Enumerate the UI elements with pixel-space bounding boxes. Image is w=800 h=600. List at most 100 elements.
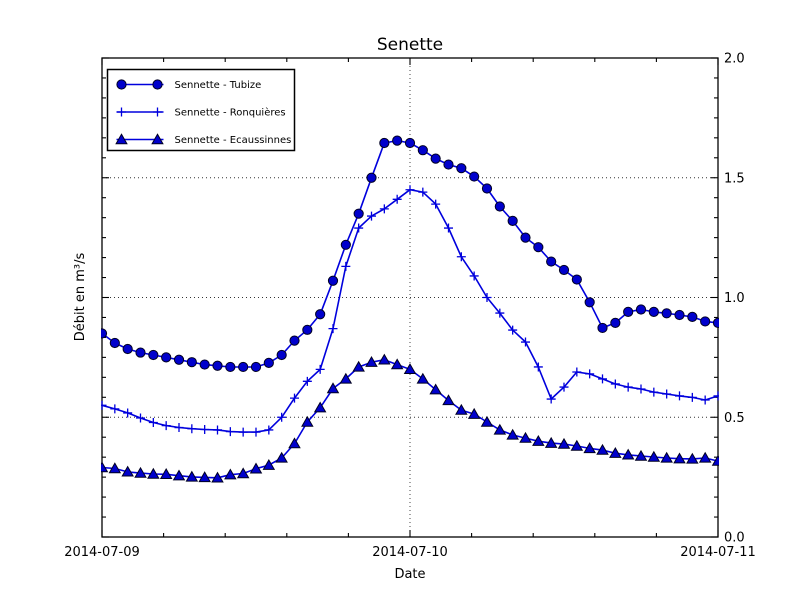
data-point-circle-marker — [353, 208, 364, 219]
data-point-circle-marker — [623, 306, 634, 317]
data-point-plus-marker — [572, 367, 582, 377]
data-point-triangle-marker — [172, 469, 186, 481]
data-point-circle-marker — [152, 79, 163, 90]
data-point-triangle-marker — [596, 443, 609, 455]
data-point-triangle-marker — [134, 466, 147, 478]
data-point-circle-marker — [610, 317, 621, 328]
data-point-circle-marker — [109, 337, 120, 349]
data-point-plus-marker — [290, 393, 299, 403]
data-point-triangle-marker — [236, 467, 250, 479]
data-point-triangle-marker — [211, 471, 224, 483]
gridlines — [102, 58, 718, 537]
data-point-plus-marker — [264, 425, 274, 435]
data-point-plus-marker — [610, 379, 620, 389]
data-point-circle-marker — [687, 311, 698, 322]
data-point-circle-marker — [481, 183, 493, 194]
data-point-triangle-marker — [101, 461, 109, 473]
data-point-triangle-marker — [519, 431, 532, 443]
data-point-plus-marker — [225, 427, 235, 437]
data-point-circle-marker — [469, 171, 480, 182]
data-point-circle-marker — [700, 316, 711, 327]
data-point-circle-marker — [315, 309, 326, 320]
data-point-circle-marker — [417, 145, 428, 156]
y-tick-label: 1.0 — [724, 291, 745, 306]
data-point-circle-marker — [212, 360, 223, 371]
data-point-circle-marker — [101, 328, 108, 339]
x-axis-label: Date — [394, 567, 425, 582]
data-point-plus-marker — [687, 392, 697, 402]
data-point-circle-marker — [199, 359, 210, 370]
data-point-plus-marker — [277, 412, 287, 422]
series-plus — [101, 185, 719, 437]
data-point-circle-marker — [122, 343, 133, 355]
data-point-plus-marker — [444, 223, 453, 233]
data-point-triangle-marker — [711, 454, 719, 466]
data-point-triangle-marker — [262, 458, 276, 470]
data-point-triangle-marker — [121, 465, 134, 477]
data-point-circle-marker — [116, 79, 127, 90]
data-point-plus-marker — [469, 271, 479, 281]
data-point-triangle-marker — [544, 436, 558, 448]
data-point-plus-marker — [533, 362, 543, 372]
data-point-triangle-marker — [275, 451, 288, 463]
y-tick-label: 0.0 — [724, 531, 745, 546]
data-point-triangle-marker — [698, 451, 712, 463]
data-point-plus-marker — [546, 394, 556, 404]
data-point-circle-marker — [558, 264, 570, 276]
series-triangle — [101, 353, 719, 483]
data-point-triangle-marker — [326, 382, 340, 394]
data-point-triangle-marker — [378, 353, 391, 365]
data-point-plus-marker — [636, 384, 646, 394]
data-point-circle-marker — [661, 308, 672, 319]
legend-label: Sennette - Ecaussinnes — [175, 135, 292, 146]
legend-entry: Sennette - Tubize — [116, 79, 261, 91]
data-point-triangle-marker — [115, 133, 128, 145]
data-point-triangle-marker — [301, 415, 314, 427]
series-circle — [101, 135, 719, 373]
axis-ticks — [101, 57, 719, 538]
data-point-circle-marker — [135, 347, 146, 358]
data-point-circle-marker — [173, 354, 185, 365]
data-point-plus-marker — [508, 325, 518, 335]
data-point-plus-marker — [174, 423, 184, 433]
data-point-triangle-marker — [159, 468, 173, 479]
data-point-circle-marker — [494, 201, 505, 212]
data-point-circle-marker — [597, 322, 608, 334]
data-point-circle-marker — [674, 309, 685, 321]
data-point-triangle-marker — [352, 360, 365, 372]
data-point-triangle-marker — [249, 462, 263, 474]
data-point-circle-marker — [225, 361, 236, 373]
data-point-triangle-marker — [570, 439, 584, 451]
data-point-circle-marker — [289, 335, 300, 346]
data-point-plus-marker — [315, 364, 325, 374]
data-point-triangle-marker — [583, 442, 596, 454]
data-point-triangle-marker — [288, 437, 301, 449]
data-point-plus-marker — [379, 204, 389, 214]
data-point-circle-marker — [404, 137, 416, 149]
data-point-plus-marker — [328, 324, 338, 334]
data-point-plus-marker — [367, 211, 376, 221]
y-tick-label: 2.0 — [724, 52, 745, 67]
data-point-plus-marker — [662, 389, 672, 399]
data-point-triangle-marker — [147, 467, 160, 479]
data-point-circle-marker — [443, 159, 454, 170]
legend-entry: Sennette - Ronquières — [116, 107, 286, 119]
data-point-plus-marker — [405, 185, 415, 195]
data-point-circle-marker — [507, 215, 518, 226]
data-point-plus-marker — [153, 107, 162, 117]
data-point-circle-marker — [366, 172, 377, 183]
data-point-triangle-marker — [224, 468, 237, 480]
data-point-triangle-marker — [660, 451, 673, 463]
legend: Sennette - Tubize Sennette - Ronquières Se… — [106, 68, 296, 152]
data-point-circle-marker — [263, 357, 274, 368]
data-point-triangle-marker — [390, 358, 404, 370]
data-point-triangle-marker — [532, 434, 545, 446]
data-point-plus-marker — [649, 387, 659, 397]
legend-box — [106, 68, 296, 152]
data-point-plus-marker — [598, 374, 607, 384]
data-point-triangle-marker — [480, 415, 494, 427]
data-point-triangle-marker — [634, 449, 648, 461]
data-point-circle-marker — [430, 153, 441, 164]
data-point-plus-marker — [495, 308, 505, 318]
